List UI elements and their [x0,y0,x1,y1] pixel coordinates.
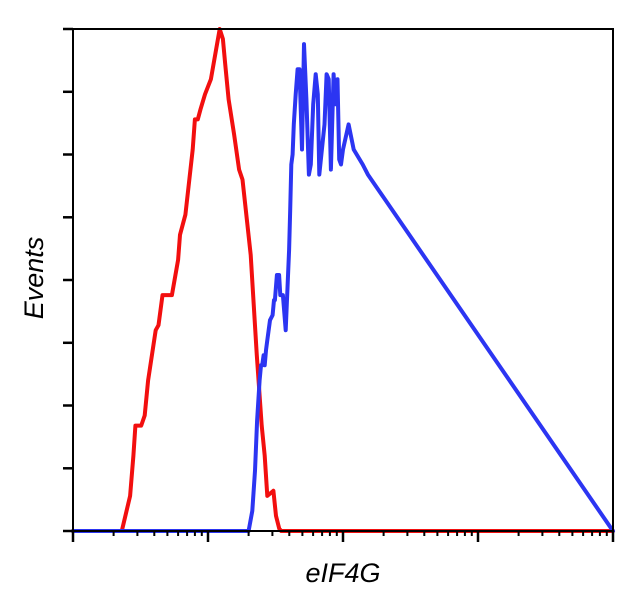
series-layer [71,27,615,533]
x-axis-label: eIF4G [305,558,380,588]
plot-frame [72,28,614,532]
series-line-1 [71,27,615,533]
y-axis-label: Events [19,237,49,320]
series-line-2 [71,42,615,533]
